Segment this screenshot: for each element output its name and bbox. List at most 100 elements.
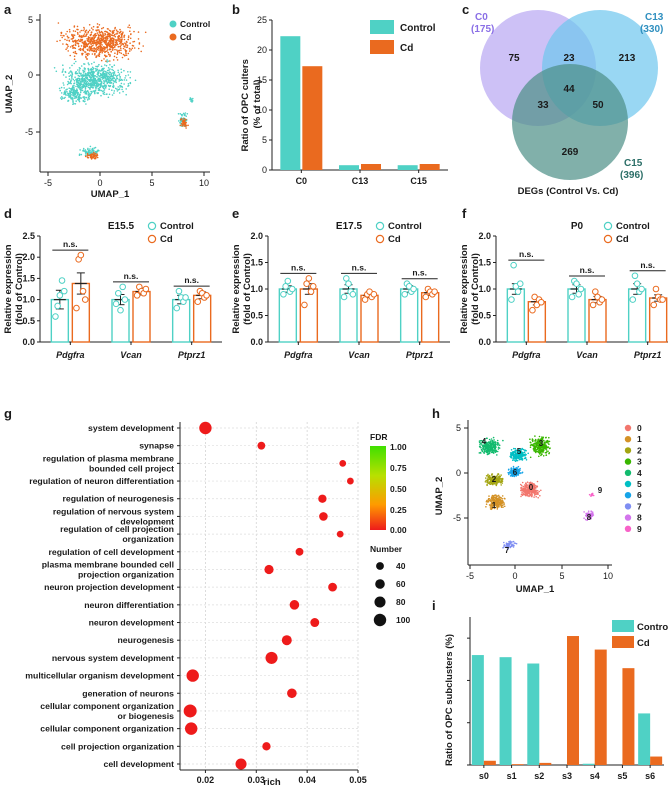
size-legend-label: 80 [396, 597, 406, 607]
umap-a-point [112, 84, 115, 86]
umap-a-point [121, 43, 124, 45]
size-legend-title: Number [370, 544, 403, 554]
umap-a-point [100, 50, 103, 52]
expr-point [305, 275, 313, 282]
umap-h-x-label: UMAP_1 [516, 584, 555, 595]
umap-h-point-0 [524, 485, 527, 488]
expr-legend-control-label: Control [616, 221, 650, 232]
umap-a-point [109, 77, 112, 80]
umap-a-point [82, 84, 84, 87]
umap-a-point [113, 92, 115, 94]
umap-a-point [71, 91, 73, 94]
umap-a-point [90, 27, 93, 29]
umap-a-point [74, 41, 77, 43]
umap-h-point-3 [548, 452, 551, 454]
expr-sig-label: n.s. [184, 275, 199, 285]
panel-label-d: d [4, 206, 12, 221]
umap-a-point [82, 72, 85, 74]
umap-a-point [91, 66, 94, 69]
umap-a-point [89, 80, 91, 83]
umap-a-point [97, 47, 100, 49]
umap-a-point [129, 71, 132, 73]
panel-label-g: g [4, 406, 12, 421]
umap-a-point [117, 71, 120, 74]
umap-a-point [113, 29, 115, 32]
umap-a-point [133, 40, 136, 43]
umap-a-point [66, 30, 68, 33]
bar-y-tick-label: 0 [262, 165, 267, 175]
umap-a-point [122, 90, 124, 93]
expr-title: P0 [571, 221, 584, 232]
umap-h-point-2 [485, 475, 488, 477]
umap-a-point [83, 67, 86, 69]
umap-h-point-4 [478, 440, 481, 442]
expr-y-tick-label: 1.0 [478, 284, 491, 294]
venn-c13-count: (330) [640, 24, 663, 35]
umap-a-point [63, 97, 65, 100]
umap-h-legend-dot [624, 525, 632, 532]
expr-y-label-line: Relative expression [3, 244, 14, 333]
umap-a-point [114, 80, 117, 82]
bar-y-tick-label: 20 [257, 45, 267, 55]
bar-cd-s4 [594, 649, 607, 765]
umap-a-point [107, 67, 110, 69]
umap-a-point [120, 44, 122, 46]
umap-a-point [90, 63, 93, 65]
bar-cd-C0 [302, 66, 323, 170]
umap-a-point [115, 81, 117, 84]
umap-h-y-label: UMAP_2 [434, 477, 445, 516]
umap-h-point-1 [492, 496, 495, 498]
umap-a-point [183, 117, 185, 120]
umap-h-point-3 [549, 447, 551, 449]
umap-a-point [102, 92, 105, 95]
umap-a-point [69, 46, 72, 48]
umap-a-point [96, 43, 99, 45]
umap-a-point [112, 46, 114, 49]
expr-legend-cd-label: Cd [388, 234, 401, 245]
umap-a-point [74, 103, 77, 105]
umap-a-point [79, 91, 82, 94]
umap-h-point-9 [590, 494, 593, 497]
umap-a-point [69, 31, 71, 33]
umap-a-point [86, 33, 88, 35]
umap-h-point-6 [521, 471, 524, 474]
umap-a-point [93, 151, 95, 154]
umap-a-point [90, 45, 93, 48]
umap-a-point [106, 49, 109, 51]
umap-h-point-3 [545, 449, 548, 451]
umap-a-point [62, 43, 64, 45]
umap-h-point-2 [500, 484, 503, 486]
umap-a-point [125, 54, 128, 56]
umap-a-point [83, 83, 85, 85]
bar-cd-s6 [650, 756, 663, 765]
bar-control-s2 [527, 663, 540, 765]
umap-a-point [101, 36, 103, 38]
umap-a-point [93, 42, 96, 44]
umap-h-point-1 [496, 506, 499, 509]
umap-a-point [91, 53, 94, 55]
umap-a-point [68, 87, 70, 89]
umap-a-point [79, 48, 81, 50]
umap-a-point [85, 53, 88, 55]
umap-a-point [85, 103, 87, 105]
umap-a-point [95, 84, 97, 87]
expr-gene-label: Ptprz1 [634, 350, 662, 360]
bubble-term-label: regulation of plasma membrane [43, 453, 174, 463]
umap-a-point [78, 69, 81, 71]
umap-a-point [80, 29, 83, 32]
umap-a-point [118, 92, 121, 94]
umap-a-point [79, 90, 82, 92]
venn-c0-c15: 33 [537, 100, 549, 111]
bubble-x-tick-label: 0.03 [248, 775, 266, 785]
umap-a-point [130, 49, 132, 51]
umap-a-point [89, 88, 91, 90]
expr-gene-label: Vcan [120, 350, 142, 360]
umap-a-point [106, 36, 108, 38]
umap-h-point-3 [532, 444, 535, 447]
umap-a-point [86, 154, 89, 157]
umap-a-point [129, 37, 132, 40]
umap-a-point [126, 44, 129, 47]
umap-a-point [117, 35, 120, 37]
umap-h-point-4 [478, 445, 481, 448]
umap-h-point-3 [533, 450, 535, 452]
